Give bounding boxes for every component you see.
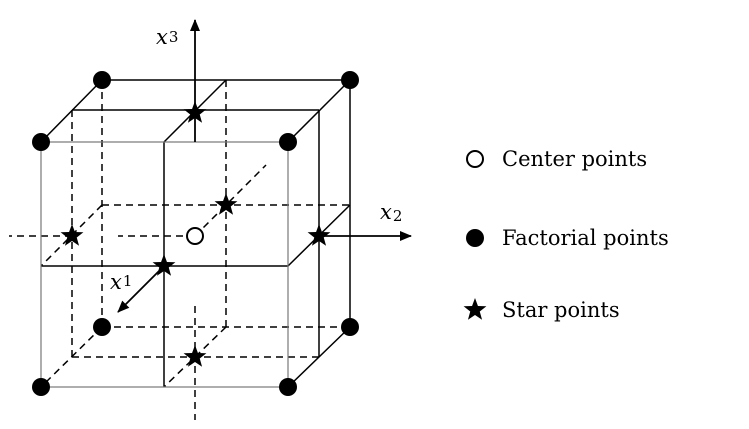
- x3-axis-label: x3: [156, 25, 178, 49]
- factorial-point: [341, 318, 359, 336]
- star-point: [307, 224, 331, 246]
- factorial-point: [93, 318, 111, 336]
- legend-label: Center points: [502, 147, 648, 171]
- legend-item-factorial-points: Factorial points: [462, 223, 669, 253]
- center-point: [186, 227, 204, 245]
- legend-item-center-points: Center points: [462, 144, 647, 174]
- legend-item-star-points: Star points: [462, 295, 620, 325]
- legend-label: Factorial points: [502, 226, 669, 250]
- cube-front-face: [40, 141, 289, 388]
- factorial-point: [341, 71, 359, 89]
- factorial-point: [32, 378, 50, 396]
- open-circle-icon: [462, 146, 488, 172]
- factorial-point: [279, 378, 297, 396]
- star-point: [60, 224, 84, 246]
- axes: [117, 19, 412, 313]
- x2-axis-label: x2: [380, 200, 402, 225]
- factorial-point: [279, 133, 297, 151]
- legend-label: Star points: [502, 298, 620, 322]
- factorial-point: [32, 133, 50, 151]
- star-point: [183, 101, 207, 123]
- star-points: [60, 101, 331, 367]
- filled-circle-icon: [462, 225, 488, 251]
- factorial-points: [32, 71, 359, 396]
- x1-axis-label: x1: [110, 270, 132, 294]
- star-icon: [462, 297, 488, 323]
- star-point: [214, 193, 238, 215]
- legend: Center points Factorial points Star poin…: [462, 0, 742, 429]
- star-point: [152, 254, 176, 276]
- x1-axis-arrow: [117, 265, 165, 313]
- star-point: [183, 345, 207, 367]
- factorial-point: [93, 71, 111, 89]
- central-composite-design-diagram: x3 x2 x1: [9, 19, 412, 420]
